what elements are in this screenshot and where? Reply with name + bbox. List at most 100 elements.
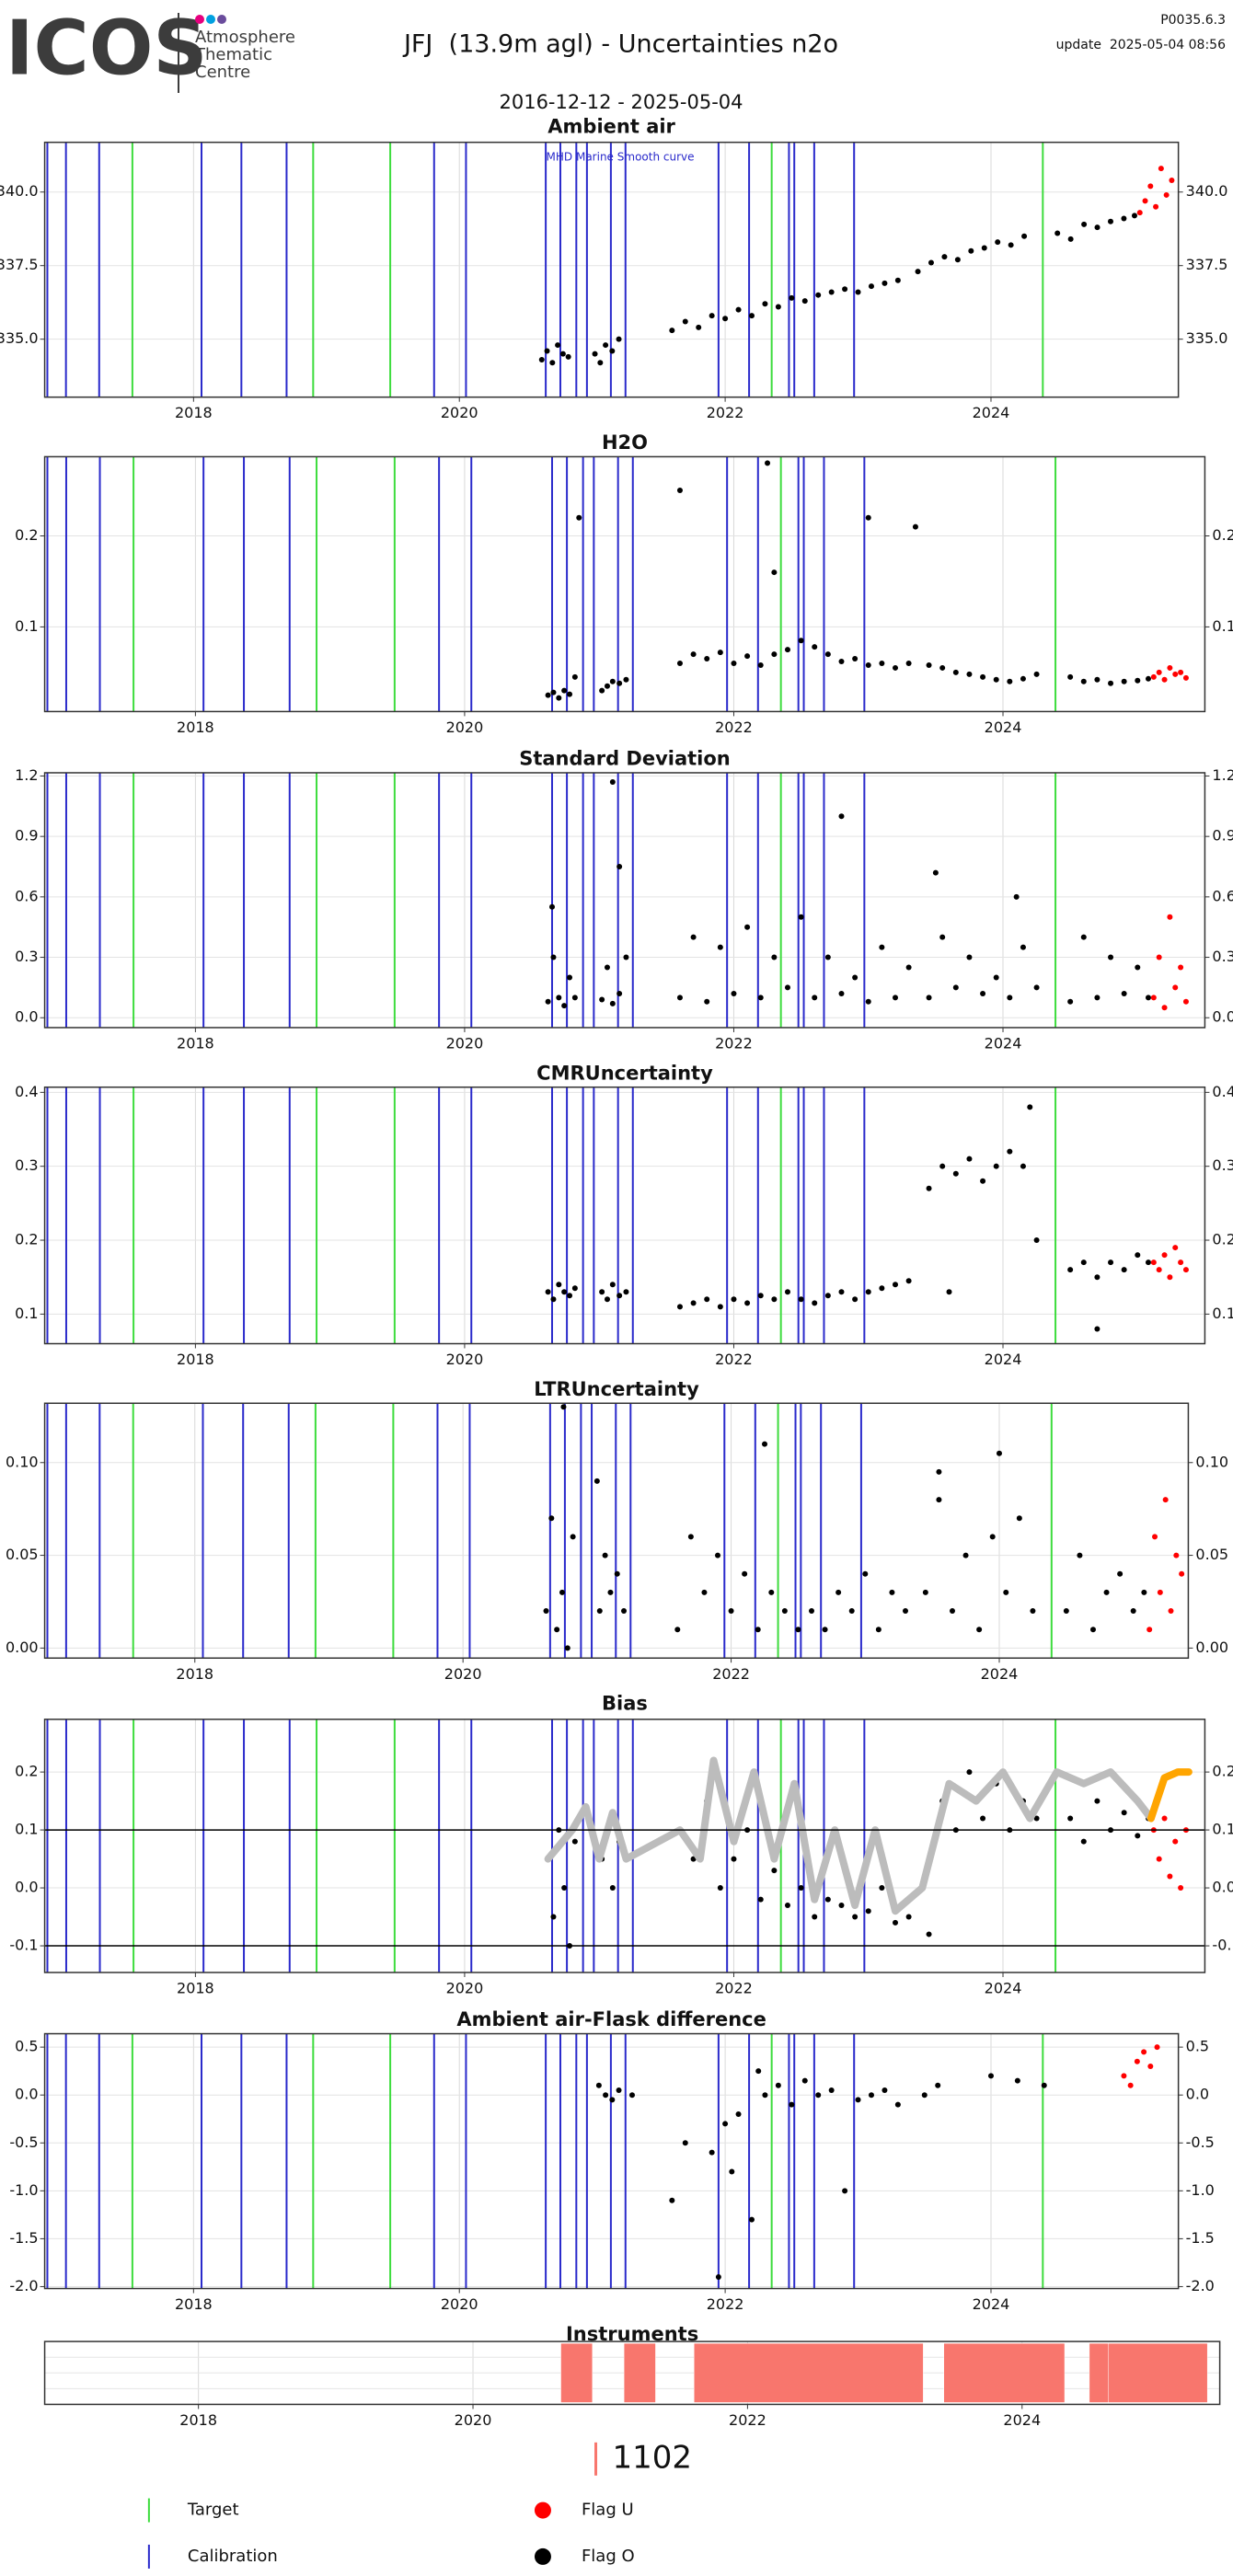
point: [1135, 1833, 1141, 1839]
flagged-point: [1178, 1885, 1184, 1892]
x-tick-label: 2024: [985, 1351, 1022, 1368]
point: [567, 691, 573, 697]
point: [1081, 221, 1088, 227]
y-tick-label: 0.4: [1212, 1083, 1233, 1100]
point: [1130, 1608, 1136, 1615]
point: [1145, 675, 1151, 682]
point: [550, 1914, 557, 1920]
point: [704, 1296, 710, 1303]
x-tick-label: 2020: [446, 1980, 484, 1997]
y-tick-label: 0.1: [1212, 617, 1233, 635]
x-tick-label: 2024: [1003, 2411, 1041, 2429]
flagged-point: [1141, 2049, 1147, 2055]
point: [616, 864, 623, 870]
flagged-point: [1172, 671, 1179, 677]
point: [765, 460, 771, 466]
panel-title: Ambient air: [547, 115, 675, 137]
point: [993, 1163, 999, 1169]
point: [669, 328, 675, 334]
y-tick-label: 0.0: [1186, 2086, 1209, 2103]
header: ICOS Atmosphere Thematic Centre JFJ (13.…: [6, 5, 1226, 113]
x-tick-label: 2020: [446, 1351, 484, 1368]
point: [571, 995, 578, 1001]
point: [1094, 1274, 1100, 1281]
point: [824, 954, 831, 960]
point: [1094, 224, 1100, 231]
y-tick-label: 0.2: [15, 1231, 38, 1248]
point: [912, 523, 918, 530]
point: [905, 1914, 912, 1920]
point: [1108, 680, 1114, 686]
point: [599, 996, 605, 1003]
point: [828, 289, 835, 295]
point: [815, 292, 822, 298]
x-tick-label: 2024: [985, 1980, 1022, 1997]
point: [1145, 1259, 1151, 1266]
point: [742, 1570, 748, 1577]
point: [616, 680, 623, 686]
point: [1003, 1589, 1009, 1595]
point: [882, 280, 888, 286]
point: [715, 2274, 721, 2281]
flagged-point: [1178, 1259, 1184, 1266]
panel-title: Bias: [602, 1693, 648, 1715]
point: [564, 1645, 570, 1651]
panel: Standard Deviation 2018 2020 2022 2024 0.0 0.0…: [15, 748, 1233, 1052]
point: [755, 2068, 762, 2075]
point: [879, 1885, 885, 1892]
plot-area: [44, 142, 1179, 397]
y-tick-label: 0.00: [1195, 1639, 1228, 1656]
y-tick-label: -2.0: [1186, 2277, 1215, 2294]
point: [550, 954, 557, 960]
point: [1030, 1608, 1036, 1615]
point: [941, 254, 948, 260]
point: [560, 1404, 567, 1410]
point: [798, 1885, 804, 1892]
point: [926, 661, 932, 668]
flagged-point: [1167, 914, 1173, 920]
point: [604, 683, 610, 689]
point: [1067, 998, 1074, 1005]
point: [812, 644, 818, 650]
point: [609, 2097, 616, 2103]
point: [565, 353, 571, 360]
point: [1080, 934, 1087, 940]
point: [744, 924, 751, 930]
y-tick-label: 0.0: [15, 1879, 38, 1896]
point: [838, 1289, 845, 1295]
flagged-point: [1150, 673, 1157, 680]
point: [545, 998, 551, 1005]
point: [892, 1282, 898, 1288]
point: [875, 1627, 882, 1633]
point: [989, 1534, 996, 1540]
point: [892, 1919, 898, 1926]
panel-title: CMRUncertainty: [536, 1062, 713, 1084]
point: [789, 294, 795, 301]
point: [748, 313, 755, 319]
point: [1141, 1589, 1147, 1595]
instrument-bar: [1108, 2342, 1208, 2403]
x-tick-label: 2022: [715, 1980, 753, 1997]
point: [1103, 1589, 1110, 1595]
plot-area: [44, 2033, 1179, 2289]
point: [607, 1589, 614, 1595]
point: [892, 995, 898, 1001]
point: [824, 1896, 831, 1903]
point: [894, 277, 901, 283]
flagged-point: [1142, 198, 1148, 204]
point: [561, 687, 568, 694]
point: [1089, 1627, 1096, 1633]
point: [892, 664, 898, 671]
point: [609, 1282, 616, 1288]
flagged-point: [1156, 954, 1162, 960]
point: [731, 990, 737, 996]
period: 2016-12-12 - 2025-05-04: [499, 91, 743, 113]
point: [549, 360, 556, 366]
point: [809, 1608, 815, 1615]
point: [1016, 1515, 1022, 1522]
point: [559, 1589, 565, 1595]
flagged-point: [1178, 669, 1184, 675]
point: [696, 324, 702, 330]
plot-area: [44, 2341, 1220, 2405]
